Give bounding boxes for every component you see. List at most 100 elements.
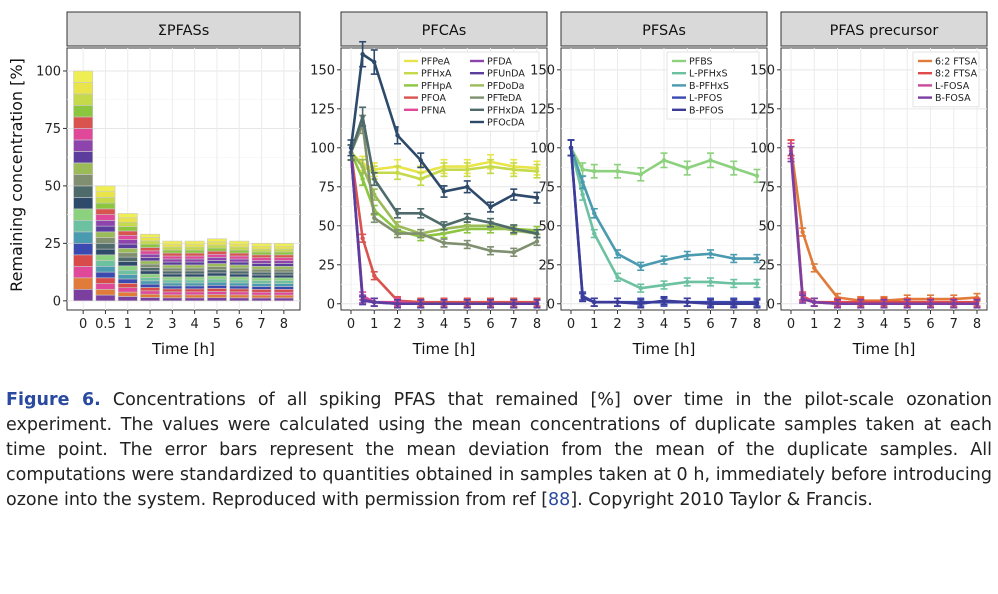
- bar-segment: [140, 247, 160, 252]
- y-tick-label: 25: [758, 258, 775, 273]
- bar-segment: [95, 248, 116, 256]
- bar-segment: [73, 116, 94, 129]
- bar-segment: [207, 241, 227, 246]
- bar-segment: [184, 264, 205, 269]
- bar-segment: [162, 264, 183, 269]
- x-tick-label: 8: [533, 317, 541, 332]
- bar-segment: [73, 174, 94, 187]
- bar-0: [73, 70, 94, 302]
- bar-segment: [162, 276, 183, 281]
- x-tick-label: 2: [146, 317, 154, 332]
- data-point: [418, 176, 423, 182]
- panel-title: ΣPFASs: [158, 23, 210, 39]
- bar-segment: [162, 252, 183, 257]
- bar-segment: [117, 221, 138, 227]
- legend-label: PFTeDA: [487, 93, 522, 104]
- data-point: [685, 253, 690, 258]
- data-point: [441, 240, 447, 246]
- data-point: [731, 165, 736, 171]
- data-point: [465, 167, 470, 172]
- x-tick-label: 5: [213, 317, 221, 332]
- y-tick-label: 150: [750, 63, 775, 78]
- bar-segment: [229, 273, 250, 278]
- bar-segment: [162, 273, 183, 278]
- data-point: [511, 192, 516, 197]
- bar-segment: [273, 294, 294, 299]
- x-tick-label: 1: [124, 317, 132, 332]
- data-point: [580, 295, 585, 300]
- bar-segment: [251, 254, 272, 259]
- bar-segment: [162, 291, 183, 296]
- y-tick-label: 100: [750, 141, 775, 156]
- caption-ref-link[interactable]: 88: [548, 490, 571, 510]
- bar-segment: [140, 273, 160, 278]
- bar-segment: [251, 271, 272, 276]
- bar-segment: [73, 105, 94, 118]
- bar-segment: [95, 237, 116, 244]
- bar-segment: [162, 255, 183, 260]
- legend-label: L-PFOS: [689, 93, 722, 104]
- bar-segment: [273, 280, 294, 284]
- y-tick-label: 0: [767, 297, 775, 312]
- data-point: [348, 145, 354, 151]
- bar-segment: [184, 285, 205, 290]
- data-point: [592, 211, 597, 216]
- bar-segment: [207, 260, 227, 264]
- bar-segment: [162, 285, 183, 290]
- data-point: [488, 248, 493, 253]
- data-point: [511, 250, 516, 255]
- bar-segment: [95, 185, 116, 192]
- bar-segment: [229, 297, 250, 302]
- x-tick-label: 2: [393, 317, 401, 332]
- bar-segment: [207, 250, 227, 255]
- x-tick-label: 6: [706, 317, 714, 332]
- bar-segment: [117, 230, 138, 236]
- x-tick-label: 5: [903, 317, 911, 332]
- bar-segment: [207, 244, 227, 249]
- bar-segment: [207, 288, 227, 292]
- bar-segment: [117, 296, 138, 302]
- y-tick-label: 150: [530, 63, 555, 78]
- legend-label: B-PFHxS: [689, 81, 729, 92]
- x-tick-label: 3: [168, 317, 176, 332]
- y-tick-label: 0: [53, 294, 61, 309]
- data-point: [928, 301, 933, 306]
- bar-segment: [184, 267, 205, 272]
- figure-caption: Figure 6. Concentrations of all spiking …: [6, 388, 992, 513]
- bar-0.5: [95, 185, 116, 302]
- panel-strip: [66, 11, 301, 47]
- data-point: [800, 229, 805, 235]
- bar-segment: [184, 282, 205, 287]
- bar-segment: [207, 266, 227, 271]
- bar-segment: [117, 239, 138, 245]
- bar-segment: [229, 279, 250, 284]
- data-point: [754, 301, 760, 306]
- bar-segment: [140, 270, 160, 275]
- panel-strip: [560, 11, 768, 47]
- bar-segment: [140, 237, 160, 242]
- bar-segment: [184, 255, 205, 260]
- data-point: [395, 231, 400, 236]
- data-point: [488, 301, 493, 306]
- bar-segment: [207, 269, 227, 274]
- x-tick-label: 5: [683, 317, 691, 332]
- bar-segment: [207, 297, 227, 302]
- bar-segment: [95, 225, 116, 233]
- bar-segment: [95, 231, 116, 238]
- bar-segment: [73, 266, 94, 279]
- bar-segment: [73, 220, 94, 233]
- bar-segment: [229, 243, 250, 248]
- bar-segment: [273, 257, 294, 261]
- bar-segment: [207, 272, 227, 277]
- bar-segment: [273, 248, 294, 253]
- bar-segment: [140, 277, 160, 282]
- data-point: [534, 239, 540, 244]
- bar-segment: [162, 243, 183, 248]
- bar-segment: [162, 261, 183, 266]
- x-tick-label: 3: [637, 317, 645, 332]
- bar-segment: [140, 283, 160, 288]
- series-line: [349, 52, 538, 209]
- bar-segment: [184, 291, 205, 296]
- bar-segment: [207, 275, 227, 280]
- bar-segment: [73, 208, 94, 221]
